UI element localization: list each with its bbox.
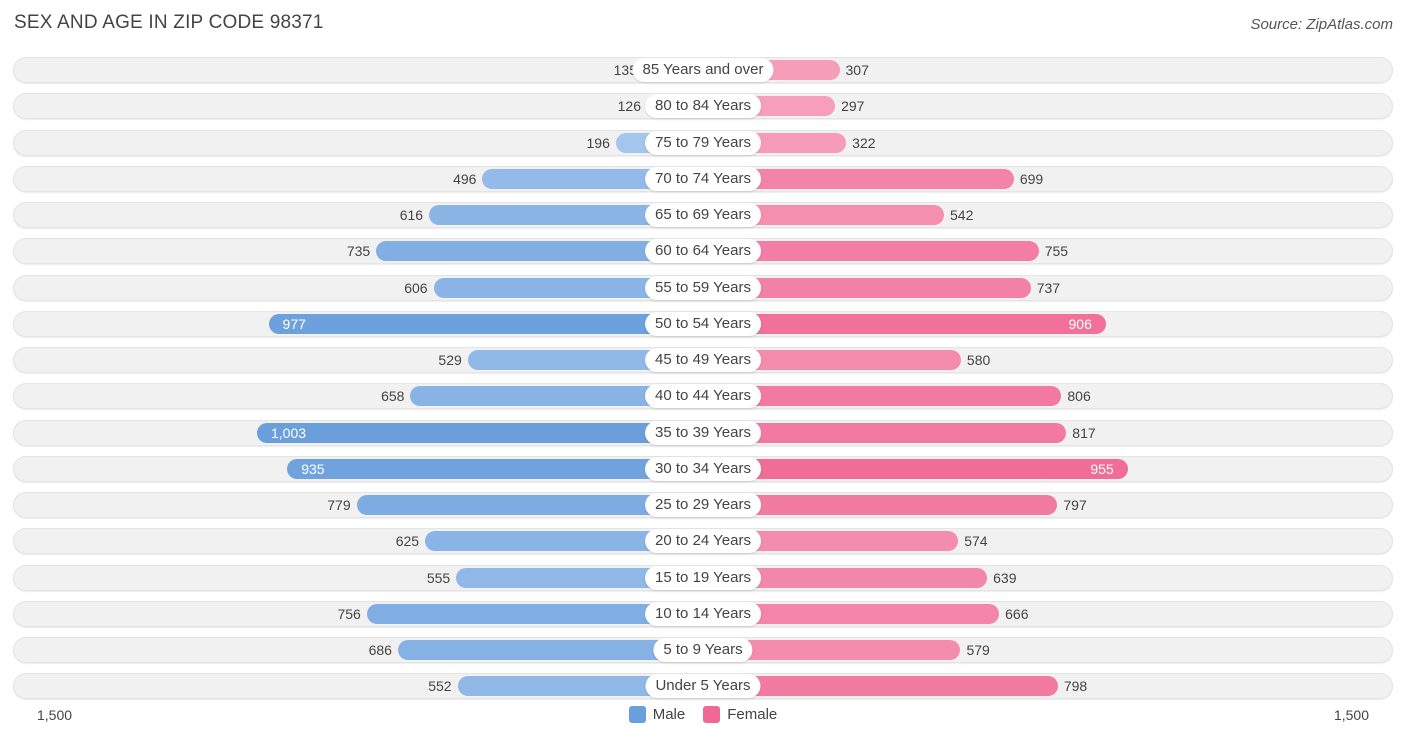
value-label-male: 606 [404, 279, 428, 296]
value-label-female: 639 [993, 569, 1017, 586]
category-label: 5 to 9 Years [653, 638, 753, 662]
category-label: 30 to 34 Years [645, 456, 761, 481]
value-label-male: 196 [586, 134, 610, 151]
bar-female[interactable] [703, 495, 1058, 515]
value-label-male: 625 [395, 533, 420, 550]
bar-female[interactable] [703, 350, 961, 370]
value-label-female: 666 [1005, 605, 1029, 622]
category-label: 20 to 24 Years [645, 529, 761, 554]
value-label-female: 755 [1044, 243, 1069, 260]
bar-female[interactable] [703, 168, 1014, 189]
value-label-male: 555 [426, 569, 451, 586]
bar-female[interactable] [703, 277, 1031, 298]
bar-male[interactable] [268, 313, 703, 334]
value-label-female: 798 [1063, 678, 1088, 695]
bar-female[interactable] [703, 422, 1067, 443]
category-label: 15 to 19 Years [645, 565, 761, 590]
bar-male[interactable] [429, 205, 703, 225]
value-label-female: 806 [1067, 388, 1091, 405]
bar-male[interactable] [457, 676, 703, 697]
category-label: 10 to 14 Years [645, 601, 761, 626]
chart-title: SEX AND AGE IN ZIP CODE 98371 [14, 12, 324, 33]
axis-left-label: 1,500 [37, 707, 73, 723]
value-label-male: 735 [346, 243, 371, 260]
value-label-male: 977 [282, 315, 306, 332]
value-label-female: 322 [852, 134, 876, 151]
source-label: Source: ZipAtlas.com [1250, 16, 1393, 33]
value-label-female: 297 [841, 98, 865, 115]
value-label-female: 699 [1019, 170, 1044, 187]
bar-male[interactable] [287, 458, 703, 479]
value-label-male: 686 [368, 642, 392, 658]
bar-female[interactable] [703, 241, 1039, 262]
category-label: 75 to 79 Years [645, 130, 761, 155]
axis-right-label: 1,500 [1333, 707, 1369, 723]
bar-male[interactable] [467, 350, 703, 370]
value-label-male: 1,003 [270, 424, 307, 441]
value-label-female: 580 [966, 352, 991, 368]
bar-female[interactable] [703, 676, 1058, 697]
bar-male[interactable] [433, 277, 703, 298]
value-label-female: 542 [950, 207, 974, 223]
male-swatch [628, 706, 646, 723]
bar-male[interactable] [425, 531, 703, 552]
value-label-male: 658 [381, 388, 405, 405]
value-label-male: 935 [301, 460, 325, 477]
bar-female[interactable] [703, 458, 1128, 479]
category-label: 45 to 49 Years [645, 348, 761, 372]
category-label: 50 to 54 Years [645, 311, 761, 336]
value-label-female: 817 [1072, 424, 1096, 441]
bar-male[interactable] [376, 241, 703, 262]
value-label-male: 135 [613, 62, 637, 78]
bar-female[interactable] [703, 567, 988, 588]
legend-item-male[interactable]: Male [628, 706, 686, 723]
category-label: 70 to 74 Years [645, 166, 761, 191]
value-label-female: 579 [966, 642, 990, 658]
value-label-male: 552 [428, 678, 452, 695]
bar-male[interactable] [366, 603, 703, 624]
value-label-female: 307 [845, 62, 869, 78]
bar-female[interactable] [703, 205, 944, 225]
value-label-female: 906 [1068, 315, 1092, 332]
bar-female[interactable] [703, 313, 1106, 334]
value-label-female: 737 [1036, 279, 1061, 296]
bar-female[interactable] [703, 603, 1000, 624]
value-label-male: 126 [617, 98, 641, 115]
category-label: 65 to 69 Years [645, 203, 761, 227]
legend-female-label: Female [727, 706, 778, 723]
bar-male[interactable] [410, 386, 703, 407]
bar-male[interactable] [456, 567, 703, 588]
value-label-male: 616 [399, 207, 424, 223]
legend-item-female[interactable]: Female [703, 706, 777, 723]
bar-female[interactable] [703, 386, 1062, 407]
value-label-male: 496 [453, 170, 477, 187]
category-label: 85 Years and over [632, 58, 774, 82]
category-label: 55 to 59 Years [645, 275, 761, 300]
value-label-female: 797 [1063, 497, 1087, 513]
bar-male[interactable] [256, 422, 703, 443]
value-label-male: 779 [327, 497, 351, 513]
category-label: 35 to 39 Years [645, 420, 761, 445]
bar-male[interactable] [356, 495, 703, 515]
category-label: 40 to 44 Years [645, 384, 761, 409]
legend: Male Female [0, 706, 1406, 723]
value-label-male: 756 [337, 605, 361, 622]
value-label-male: 529 [438, 352, 462, 368]
bar-female[interactable] [703, 640, 961, 660]
bar-male[interactable] [397, 640, 703, 660]
value-label-female: 574 [964, 533, 988, 550]
bar-female[interactable] [703, 531, 959, 552]
category-label: Under 5 Years [645, 674, 761, 699]
category-label: 80 to 84 Years [645, 94, 761, 119]
legend-male-label: Male [652, 706, 686, 723]
value-label-female: 955 [1090, 460, 1114, 477]
category-label: 60 to 64 Years [645, 239, 761, 264]
category-label: 25 to 29 Years [645, 493, 761, 517]
female-swatch [703, 706, 721, 723]
